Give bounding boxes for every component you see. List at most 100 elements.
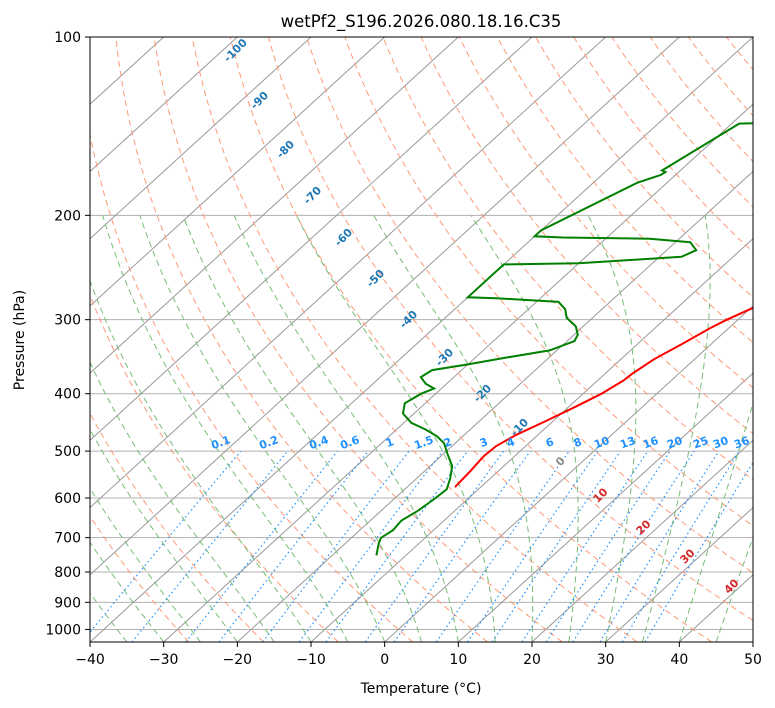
isotherm-line [90,37,607,509]
dry-adiabat-line [420,37,753,435]
mixing-ratio-label: 8 [572,435,584,450]
x-tick-label: 0 [380,652,389,668]
y-tick-label: 200 [54,208,81,224]
isotherm-line [531,439,753,642]
mixing-ratio-label: 1 [384,435,396,450]
mixing-ratio-label: 13 [618,434,637,451]
dry-adiabat-line [229,37,712,642]
mixing-ratio-line [262,450,410,642]
mixing-ratio-line [491,450,621,642]
moist-adiabat-line [90,279,312,642]
mixing-ratio-line [599,450,720,642]
mixing-ratio-label: 2 [442,435,454,450]
mixing-ratio-line [218,450,369,642]
dry-adiabat-line [382,37,753,481]
mixing-ratio-line [545,450,671,642]
mixing-ratio-line [325,450,468,642]
chart-title: wetPf2_S196.2026.080.18.16.C35 [281,12,562,32]
dry-adiabat-line [458,37,753,389]
mixing-ratio-label: 0.2 [257,433,280,452]
dewpoint-line [375,122,753,556]
x-tick-label: −30 [149,652,179,668]
moist-adiabat-line [587,215,637,642]
moist-adiabat-label: 10 [591,485,611,505]
x-tick-label: 40 [670,652,688,668]
isotherm-line [90,37,459,374]
y-tick-label: 500 [54,444,81,460]
isotherm-line [752,641,753,642]
moist-adiabat-line [233,215,459,642]
mixing-ratio-label: 3 [478,435,490,450]
mixing-ratio-label: 20 [665,434,684,452]
dry-adiabat-line [115,37,488,642]
isotherm-line [90,37,312,240]
mixing-ratio-line [644,461,753,642]
temperature-line [454,306,753,488]
moist-adiabat-line [470,215,579,642]
dry-adiabat-label: -30 [433,346,456,369]
y-tick-label: 600 [54,491,81,507]
mixing-ratio-label: 30 [711,434,730,452]
moist-adiabat-line [642,215,711,642]
moist-adiabat-line [90,487,201,642]
isotherm-line [236,170,753,642]
mixing-ratio-line [621,450,740,642]
mixing-ratio-label: 6 [544,435,556,450]
isotherm-line [90,37,533,442]
dry-adiabat-line [611,37,753,208]
mixing-ratio-label: 0.4 [307,433,330,452]
x-tick-label: −40 [75,652,105,668]
isotherm-line [605,506,753,642]
dry-adiabat-line [496,37,753,344]
y-tick-label: 900 [54,595,81,611]
y-axis-label: Pressure (hPa) [12,290,28,390]
mixing-ratio-line [364,450,505,642]
y-tick-label: 300 [54,313,81,329]
x-tick-label: 50 [744,652,762,668]
dry-adiabat-line [649,37,753,163]
mixing-ratio-label: 1.5 [412,433,435,452]
isotherm-line [90,37,386,307]
mixing-ratio-label: 16 [641,434,660,452]
isotherm-line [457,372,753,642]
moist-adiabat-line [182,215,422,642]
isotherm-line [90,37,238,173]
x-tick-label: 20 [523,652,541,668]
x-tick-label: −20 [223,652,253,668]
dry-adiabat-line [268,37,753,622]
x-tick-label: 30 [597,652,615,668]
background-lines [90,37,753,642]
plot-frame [89,36,754,643]
dry-adiabat-label: -70 [301,184,324,207]
moist-adiabat-line [678,401,753,642]
moist-adiabat-line [102,215,349,642]
moist-adiabat-label: 20 [634,517,654,537]
dry-adiabat-label: -40 [397,308,420,331]
moist-adiabat-line [139,215,386,642]
dry-adiabat-label: -80 [274,138,297,161]
mixing-ratio-line [90,450,242,633]
mixing-ratio-label: 25 [691,434,710,451]
mixing-ratio-line [435,450,570,642]
mixing-ratio-line [185,450,339,642]
dry-adiabat-line [306,37,753,574]
y-tick-label: 800 [54,565,81,581]
moist-adiabat-line [295,215,496,642]
dry-adiabat-label: -20 [471,382,494,405]
mixing-ratio-label: 36 [732,434,751,452]
dry-adiabat-label: -60 [332,226,355,249]
moist-adiabat-line [90,541,165,642]
dry-adiabat-label: -50 [364,267,387,290]
mixing-ratio-line [466,450,599,642]
dry-adiabat-label: -90 [248,89,271,112]
dry-adiabat-label: -100 [221,36,250,65]
isotherm-line [310,237,753,642]
dry-adiabat-line [90,412,264,642]
isotherm-line [90,37,753,642]
axis-ticks: −40 −30 −20 −10 0 10 20 30 40 50 1000 900 800 700 600 5… [45,30,762,668]
isotherm-line [90,37,680,576]
y-tick-label: 700 [54,531,81,547]
moist-adiabat-label: 40 [722,576,742,596]
moist-adiabat-label: 30 [678,546,698,566]
